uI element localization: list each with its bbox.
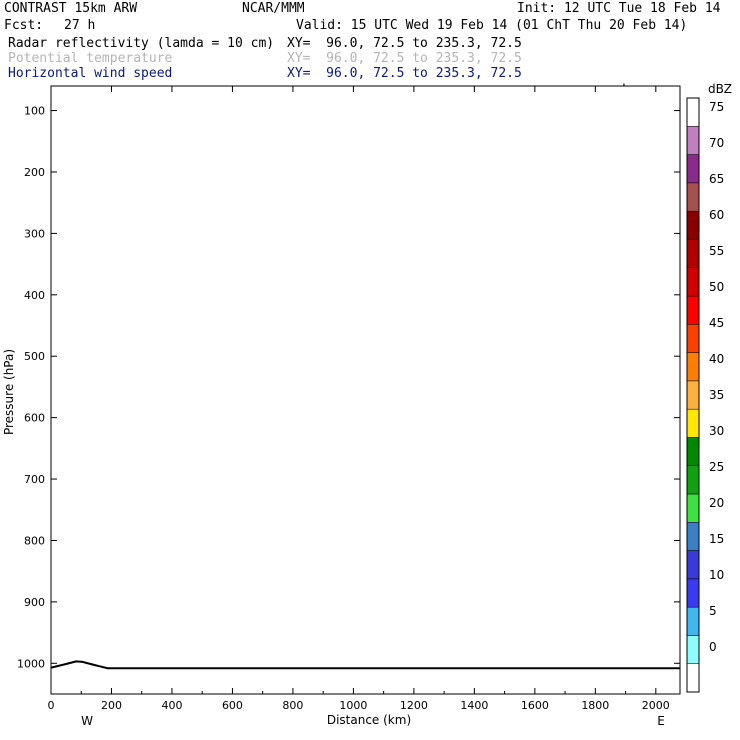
y-tick-label: 200 — [24, 166, 45, 179]
org-label: NCAR/MMM — [242, 1, 305, 16]
colorbar-tick-label: 10 — [709, 568, 724, 582]
plot-frame — [50, 85, 681, 695]
x-tick-label: 1400 — [460, 699, 488, 712]
colorbar-title: dBZ — [708, 82, 732, 96]
colorbar-swatch — [686, 324, 700, 353]
field-wind-xy: XY= 96.0, 72.5 to 235.3, 72.5 — [287, 66, 522, 81]
field-wind-name: Horizontal wind speed — [8, 66, 173, 81]
y-axis-label: Pressure (hPa) — [2, 349, 16, 435]
colorbar-swatch — [686, 635, 700, 664]
axes: 0 200 400 600 800 1000 1200 1400 1600 1800 2000 100… — [17, 85, 681, 712]
colorbar-tick-label: 75 — [709, 100, 724, 114]
y-tick-label: 100 — [24, 105, 45, 118]
colorbar-tick-label: 60 — [709, 208, 724, 222]
colorbar-swatch — [686, 380, 700, 410]
y-tick-label: 900 — [24, 596, 45, 609]
init-time: Init: 12 UTC Tue 18 Feb 14 — [517, 1, 721, 16]
colorbar-tick-label: 15 — [709, 532, 724, 546]
colorbar-swatch — [686, 267, 700, 297]
x-tick-label: 200 — [101, 699, 122, 712]
colorbar-swatch — [686, 182, 700, 212]
colorbar-swatch — [686, 352, 700, 382]
colorbar-tick-label: 40 — [709, 352, 724, 366]
x-tick-label: 600 — [222, 699, 243, 712]
y-tick-label: 500 — [24, 350, 45, 363]
colorbar-swatch — [686, 210, 700, 240]
colorbar-tick-label: 25 — [709, 460, 724, 474]
colorbar-swatch — [686, 97, 700, 127]
colorbar-tick-label: 70 — [709, 136, 724, 150]
x-tick-label: 1000 — [339, 699, 367, 712]
y-tick-label: 600 — [24, 412, 45, 425]
field-theta-xy: XY= 96.0, 72.5 to 235.3, 72.5 — [287, 51, 522, 66]
colorbar-swatch — [686, 154, 700, 184]
colorbar-swatch — [686, 239, 700, 268]
x-tick-label: 1800 — [581, 699, 609, 712]
field-theta-name: Potential temperature — [8, 51, 173, 66]
colorbar-tick-label: 35 — [709, 388, 724, 402]
colorbar-frame — [686, 97, 700, 693]
colorbar: 0 5 10 15 20 25 30 35 40 45 50 55 60 65 70 75 — [686, 97, 724, 693]
colorbar-swatch — [686, 578, 700, 608]
colorbar-swatch — [686, 408, 700, 438]
x-tick-label: 2000 — [642, 699, 670, 712]
colorbar-swatch — [686, 437, 700, 466]
fcst-value: 27 h — [64, 18, 96, 33]
colorbar-tick-label: 5 — [709, 604, 717, 618]
colorbar-swatch — [686, 606, 700, 636]
x-tick-label: 1600 — [521, 699, 549, 712]
x-tick-label: 400 — [161, 699, 182, 712]
colorbar-swatch — [686, 493, 700, 523]
x-tick-label: 0 — [48, 699, 55, 712]
colorbar-tick-label: 55 — [709, 244, 724, 258]
x-tick-label: 800 — [282, 699, 303, 712]
colorbar-tick-label: 45 — [709, 316, 724, 330]
y-tick-label: 700 — [24, 473, 45, 486]
field-reflectivity-xy: XY= 96.0, 72.5 to 235.3, 72.5 — [287, 36, 522, 51]
colorbar-swatch — [686, 663, 700, 693]
valid-time: Valid: 15 UTC Wed 19 Feb 14 (01 ChT Thu … — [296, 18, 688, 33]
colorbar-swatch — [686, 465, 700, 495]
colorbar-swatch — [686, 550, 700, 580]
colorbar-tick-label: 30 — [709, 424, 724, 438]
colorbar-swatch — [686, 126, 700, 155]
colorbar-swatch — [686, 522, 700, 551]
x-axis-label: Distance (km) — [327, 713, 411, 727]
terrain-line — [50, 660, 680, 670]
colorbar-tick-label: 20 — [709, 496, 724, 510]
y-tick-label: 300 — [24, 227, 45, 240]
x-tick-label: 1200 — [400, 699, 428, 712]
y-tick-label: 1000 — [17, 657, 45, 670]
model-title: CONTRAST 15km ARW — [4, 1, 138, 16]
colorbar-tick-label: 65 — [709, 172, 724, 186]
y-tick-label: 400 — [24, 289, 45, 302]
colorbar-tick-label: 50 — [709, 280, 724, 294]
colorbar-swatch — [686, 295, 700, 325]
fcst-label: Fcst: — [4, 18, 44, 33]
x-end-label-east: E — [657, 714, 665, 728]
plot-area — [51, 86, 680, 694]
x-end-label-west: W — [81, 714, 93, 728]
colorbar-tick-label: 0 — [709, 640, 717, 654]
y-tick-label: 800 — [24, 534, 45, 547]
field-reflectivity-name: Radar reflectivity (lamda = 10 cm) — [8, 36, 275, 51]
